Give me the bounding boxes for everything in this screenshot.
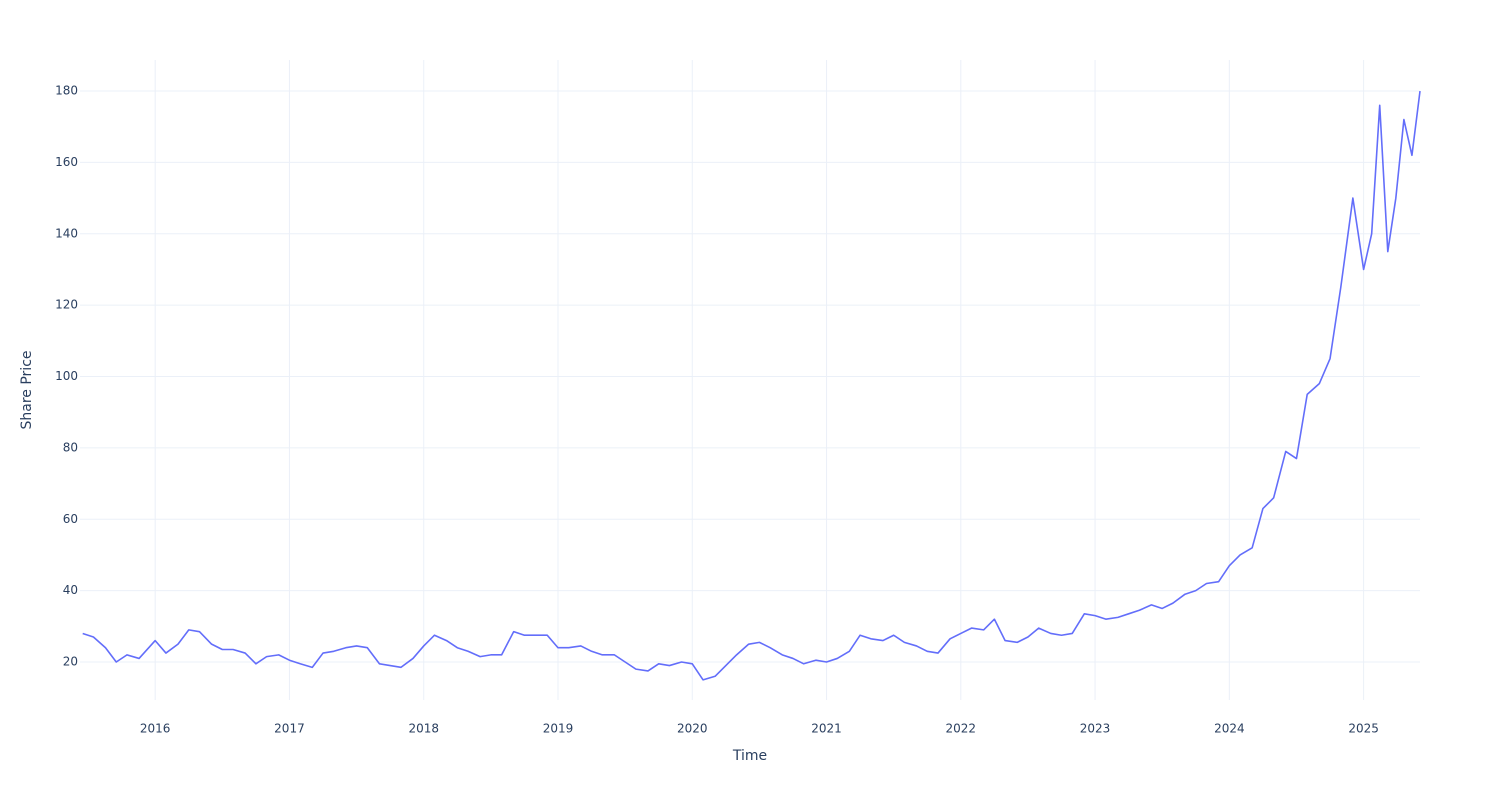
x-tick-label: 2021: [811, 722, 842, 736]
x-tick-label: 2020: [677, 722, 708, 736]
x-axis-title: Time: [732, 748, 767, 764]
x-tick-label: 2018: [408, 722, 439, 736]
y-tick-label: 60: [63, 512, 78, 526]
y-tick-label: 120: [55, 298, 78, 312]
y-tick-label: 80: [63, 440, 78, 454]
y-tick-label: 180: [55, 84, 78, 98]
y-tick-label: 140: [55, 226, 78, 240]
x-tick-label: 2023: [1080, 722, 1111, 736]
y-tick-label: 20: [63, 654, 78, 668]
y-tick-label: 40: [63, 583, 78, 597]
x-tick-label: 2017: [274, 722, 305, 736]
x-tick-label: 2022: [946, 722, 977, 736]
y-axis-title: Share Price: [19, 350, 35, 429]
y-tick-label: 100: [55, 369, 78, 383]
y-tick-label: 160: [55, 155, 78, 169]
x-tick-label: 2024: [1214, 722, 1245, 736]
x-tick-label: 2025: [1348, 722, 1379, 736]
x-tick-label: 2016: [140, 722, 171, 736]
x-tick-label: 2019: [543, 722, 574, 736]
price-line: [82, 90, 1421, 681]
